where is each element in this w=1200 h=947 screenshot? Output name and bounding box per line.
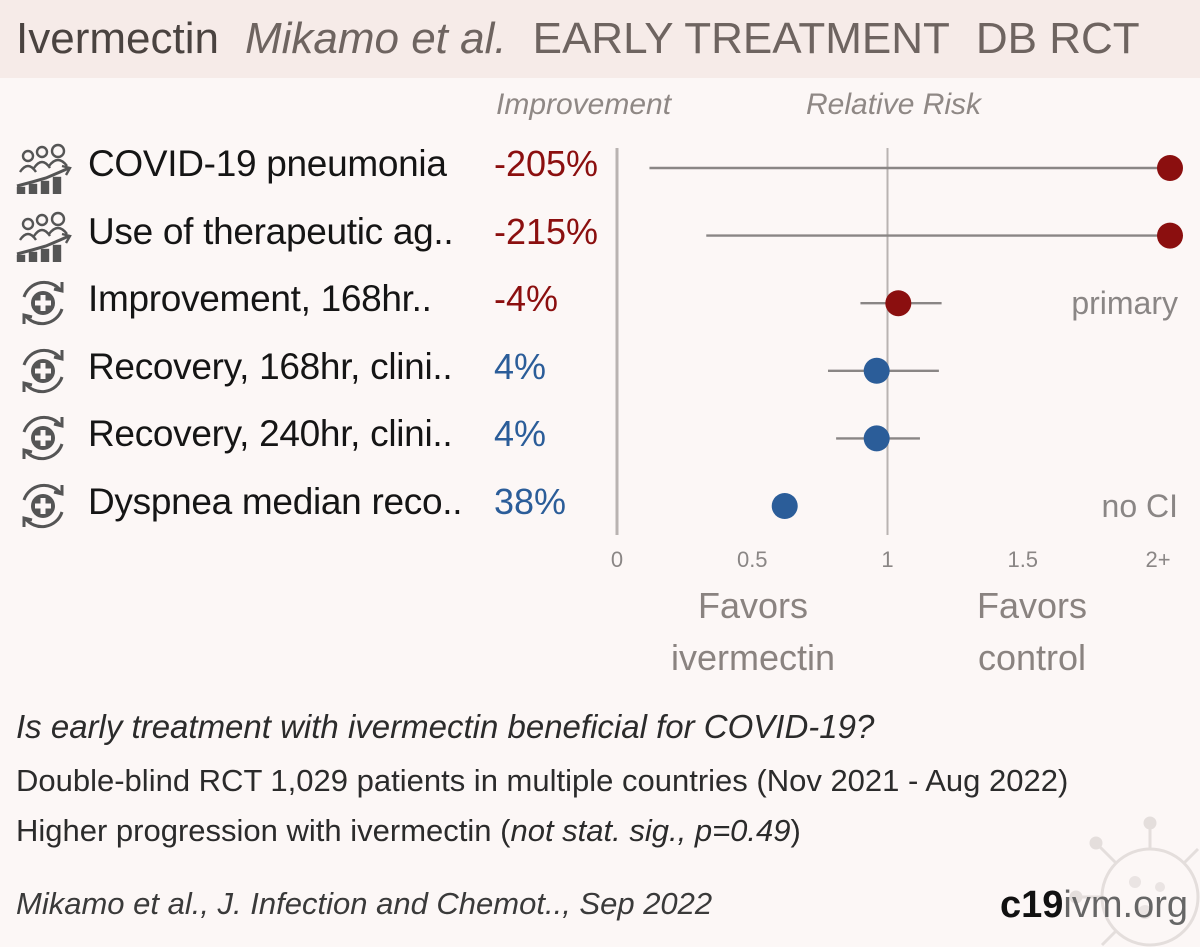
- improvement-value: 4%: [494, 345, 547, 387]
- outcome-row: Use of therapeutic ag.. -215%: [0, 204, 600, 264]
- citation: Mikamo et al., J. Infection and Chemot..…: [16, 886, 713, 921]
- significance-note: not stat. sig., p=0.49: [510, 813, 791, 848]
- outcome-row: Improvement, 168hr.. -4%: [0, 271, 600, 331]
- summary-question: Is early treatment with ivermectin benef…: [16, 708, 875, 745]
- drug-name: Ivermectin: [16, 14, 219, 63]
- brand-logo[interactable]: c19ivm.org: [1000, 884, 1188, 926]
- recovery-cycle-icon: [14, 277, 72, 329]
- recovery-cycle-icon: [14, 412, 72, 464]
- improvement-value: 38%: [494, 481, 567, 522]
- tick-label: 1.5: [1007, 547, 1038, 572]
- favors-ivermectin-label: Favors ivermectin: [670, 585, 836, 678]
- study-description: Double-blind RCT 1,029 patients in multi…: [16, 763, 1069, 798]
- outcome-row: COVID-19 pneumonia -205%: [0, 136, 600, 196]
- effect-point: [1157, 222, 1183, 249]
- title-bar: Ivermectin Mikamo et al. EARLY TREATMENT…: [0, 0, 1200, 78]
- outcome-label: Use of therapeutic ag..: [88, 210, 454, 252]
- progression-people-icon: [14, 142, 72, 195]
- effect-point: [885, 290, 912, 317]
- outcome-row: Recovery, 168hr, clini.. 4%: [0, 339, 600, 399]
- tick-label: 2+: [1145, 547, 1170, 572]
- favors-control-label: Favors control: [976, 585, 1088, 678]
- study-design: DB RCT: [975, 14, 1140, 63]
- outcome-row: Recovery, 240hr, clini.. 4%: [0, 406, 600, 466]
- outcome-label: Recovery, 168hr, clini..: [88, 345, 453, 387]
- tick-label: 0.5: [737, 547, 768, 572]
- tick-label: 1: [881, 547, 893, 572]
- effect-point: [863, 425, 890, 452]
- effect-point: [1157, 155, 1183, 181]
- improvement-column-header: Improvement: [496, 88, 672, 121]
- treatment-stage: EARLY TREATMENT: [532, 14, 950, 63]
- recovery-cycle-icon: [14, 480, 72, 532]
- point-annotation: primary: [1071, 285, 1178, 321]
- progression-people-icon: [14, 210, 72, 262]
- improvement-value: -4%: [494, 278, 559, 320]
- effect-point: [771, 493, 798, 519]
- study-authors: Mikamo et al.: [244, 14, 507, 63]
- improvement-value: -215%: [494, 210, 599, 252]
- tick-label: 0: [611, 547, 623, 572]
- improvement-value: 4%: [494, 413, 547, 455]
- effect-point: [863, 357, 890, 384]
- outcome-label: COVID-19 pneumonia: [88, 143, 447, 184]
- recovery-cycle-icon: [14, 345, 72, 397]
- improvement-value: -205%: [494, 143, 599, 184]
- relative-risk-column-header: Relative Risk: [806, 88, 982, 121]
- outcome-label: Dyspnea median reco..: [88, 481, 463, 522]
- virus-icon: [1069, 816, 1200, 947]
- outcome-label: Recovery, 240hr, clini..: [88, 413, 453, 455]
- outcome-row: Dyspnea median reco.. 38%: [0, 474, 600, 534]
- outcome-label: Improvement, 168hr..: [88, 278, 432, 320]
- study-conclusion: Higher progression with ivermectin (not …: [16, 813, 801, 848]
- point-annotation: no CI: [1102, 488, 1178, 524]
